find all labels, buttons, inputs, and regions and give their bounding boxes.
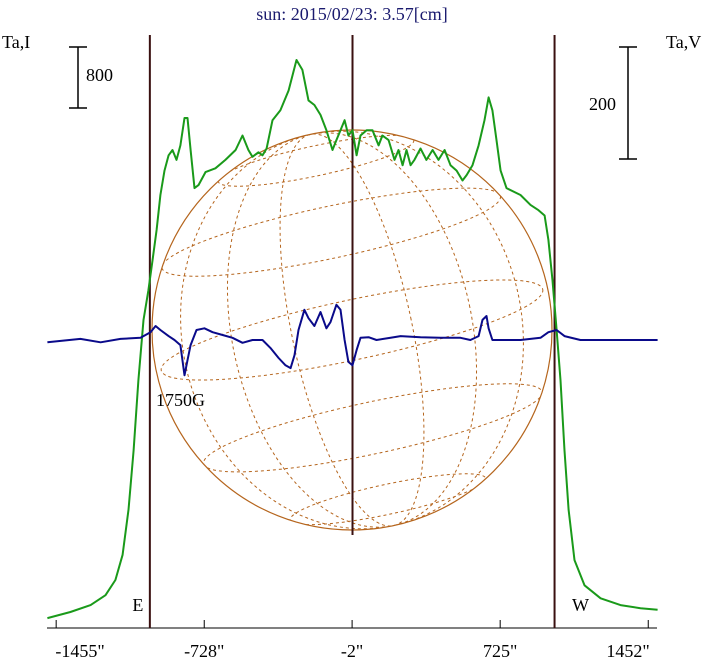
scale-bar-label: 200 (589, 94, 616, 114)
scale-bar-label: 800 (86, 65, 113, 85)
data-line (47, 59, 658, 620)
limb-label: E (132, 595, 143, 615)
y-axis-label: Ta,I (2, 32, 30, 52)
solar-globe (151, 129, 553, 531)
x-tick-label: 725" (483, 641, 517, 661)
chart-title: sun: 2015/02/23: 3.57[cm] (256, 4, 448, 24)
x-tick-label: -1455" (55, 641, 104, 661)
x-tick-label: 1452" (606, 641, 649, 661)
limb-label: W (572, 595, 589, 615)
data-line (47, 303, 658, 377)
y2-axis-label: Ta,V (666, 32, 701, 52)
annotation: 1750G (156, 390, 205, 410)
x-tick-label: -728" (184, 641, 224, 661)
x-tick-label: -2" (341, 641, 363, 661)
